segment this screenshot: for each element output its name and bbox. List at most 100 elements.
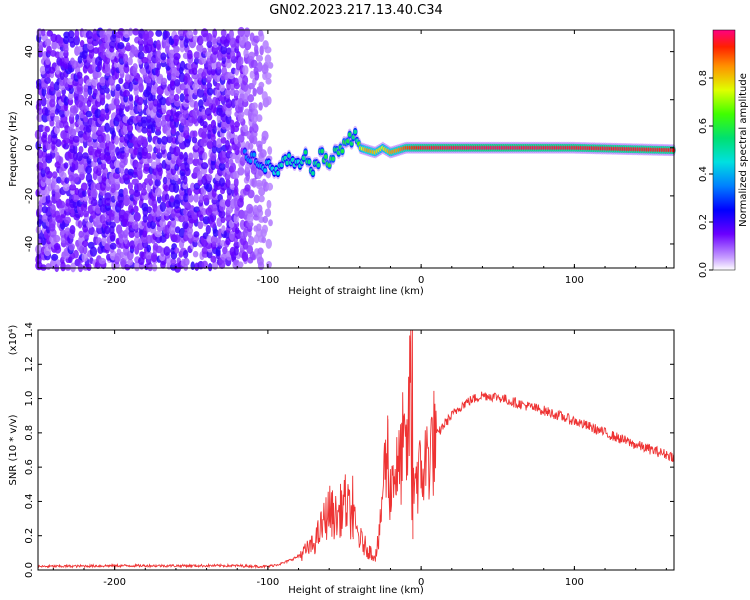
y-tick-label: 1.4 (24, 322, 35, 338)
spectrogram-cell (146, 36, 153, 44)
spectrogram-cell (261, 178, 267, 189)
spectrogram-cell (49, 204, 56, 215)
spectrogram-cell (251, 102, 258, 110)
spectrogram-cell (128, 94, 134, 102)
signal-core (347, 132, 352, 137)
spectrogram-cell (125, 42, 131, 50)
spectrogram-cell (233, 185, 239, 196)
spectrogram-cell (252, 108, 259, 117)
spectrogram-cell (154, 187, 162, 198)
spectrogram-frame (37, 29, 675, 269)
spectrogram-cell (197, 221, 204, 230)
spectrogram-cell (37, 204, 43, 213)
spectrogram-cell (83, 115, 89, 123)
spectrogram-cell (174, 79, 181, 87)
spectrogram-cell (131, 46, 138, 55)
spectrogram-cell (59, 56, 65, 67)
spectrogram-cell (105, 93, 111, 100)
spectrogram-cell (210, 255, 217, 263)
spectrogram-cell (180, 162, 186, 172)
spectrogram-cell (54, 210, 61, 219)
spectrogram-cell (151, 251, 158, 263)
signal-core (320, 148, 324, 154)
spectrogram-cell (258, 81, 265, 89)
spectrogram-cell (218, 209, 226, 219)
spectrogram-cell (215, 61, 222, 70)
spectrogram-cell (191, 72, 199, 80)
spectrogram-cell (119, 135, 125, 143)
spectrogram-cell (58, 109, 66, 118)
spectrogram-cell (39, 65, 46, 75)
spectrogram-cell (65, 198, 71, 207)
spectrogram-cell (127, 182, 134, 191)
spectrogram-cell (133, 211, 141, 222)
spectrogram-cell (233, 177, 239, 188)
spectrogram-cell (58, 200, 66, 209)
spectrogram-cell (85, 30, 94, 40)
colorbar: 0.0 0.2 0.4 0.6 0.8 Normalized spectral ampl… (698, 29, 749, 278)
y-tick-label: 0.6 (24, 459, 35, 475)
signal-core (303, 150, 308, 155)
spectrogram-cell (86, 135, 93, 143)
spectrogram-cell (179, 38, 185, 48)
spectrogram-cell (163, 246, 171, 256)
spectrogram-cell (123, 89, 131, 98)
spectrogram-cell (193, 51, 201, 59)
spectrogram-cell (51, 171, 58, 179)
spectrogram-cell (99, 92, 106, 102)
spectrogram-cell (132, 28, 140, 36)
spectrogram-cell (128, 213, 135, 223)
spectrogram-cell (44, 166, 51, 175)
spectrogram-cell (132, 63, 138, 71)
spectrogram-cell (82, 245, 88, 255)
spectrogram-cell (202, 47, 208, 55)
spectrogram-cell (63, 162, 69, 169)
spectrogram-cell (256, 223, 262, 232)
spectrogram-cell (234, 227, 240, 235)
spectrogram-cell (108, 50, 116, 60)
spectrogram-cell (118, 188, 125, 198)
spectrogram-cell (183, 175, 188, 185)
spectrogram-cell (257, 247, 264, 255)
spectrogram-cell (166, 151, 173, 161)
spectrogram-cell (200, 162, 209, 170)
spectrogram-cell (77, 45, 85, 53)
spectrogram-cell (90, 182, 97, 193)
snr-panel: -200 -100 0 100 0.0 0.2 0.4 0.6 0.8 1.0 1.2 1.4 He… (8, 322, 675, 596)
spectrogram-cell (196, 170, 203, 181)
spectrogram-y-axis-label: Frequency (Hz) (8, 111, 19, 187)
spectrogram-cell (40, 77, 46, 84)
spectrogram-cell (242, 75, 249, 86)
spectrogram-cell (55, 151, 60, 162)
spectrogram-cell (246, 203, 254, 214)
spectrogram-cell (211, 202, 218, 212)
spectrogram-cell (186, 30, 194, 39)
spectrogram-cell (64, 177, 70, 184)
y-tick-label: -20 (24, 188, 35, 204)
spectrogram-cell (119, 251, 125, 259)
spectrogram-cell (219, 199, 227, 207)
spectrogram-cell (105, 28, 114, 38)
spectrogram-cell (193, 193, 199, 203)
y-tick-label: 20 (24, 93, 35, 106)
spectrogram-cell (174, 99, 181, 107)
snr-frame (37, 329, 675, 571)
spectrogram-cell (255, 179, 263, 187)
spectrogram-cell (264, 54, 272, 64)
spectrogram-cell (229, 50, 236, 60)
spectrogram-cell (237, 261, 244, 268)
spectrogram-cell (204, 107, 212, 116)
spectrogram-cell (134, 231, 141, 239)
spectrogram-cell (197, 178, 203, 187)
spectrogram-cell (264, 46, 272, 54)
spectrogram-cell (258, 195, 265, 203)
spectrogram-cell (179, 151, 184, 160)
spectrogram-cell (146, 152, 152, 160)
spectrogram-cell (81, 240, 89, 248)
spectrogram-cells (34, 26, 274, 273)
spectrogram-cell (233, 89, 240, 97)
spectrogram-cell (99, 29, 106, 39)
spectrogram-cell (111, 29, 117, 40)
spectrogram-cell (206, 173, 213, 182)
spectrogram-cell (258, 101, 263, 111)
